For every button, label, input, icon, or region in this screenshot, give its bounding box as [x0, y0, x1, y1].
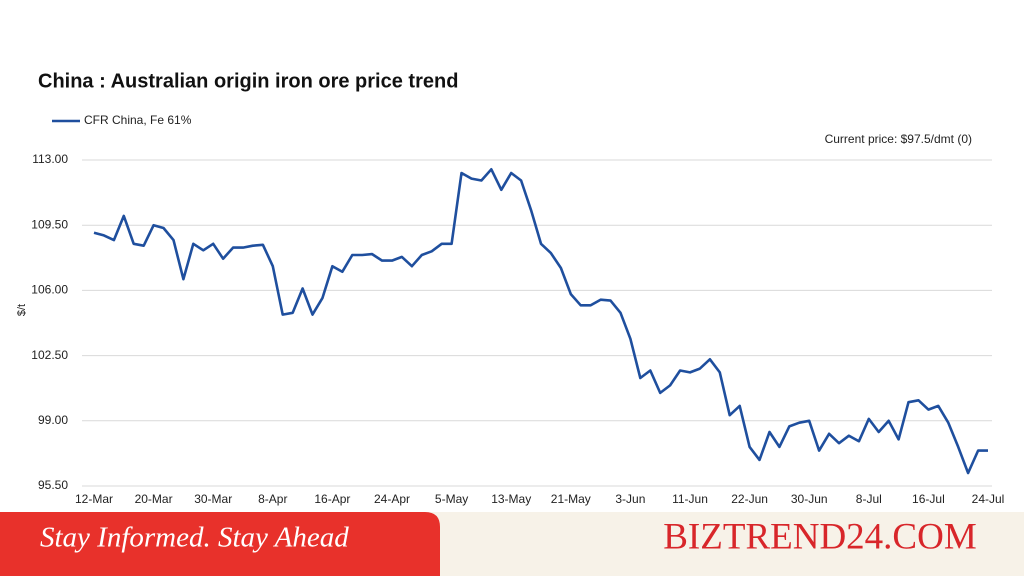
x-tick-label: 3-Jun — [615, 492, 645, 506]
x-tick-label: 24-Apr — [374, 492, 410, 506]
chart-title: China : Australian origin iron ore price… — [38, 70, 458, 92]
y-tick-label: 113.00 — [32, 152, 68, 166]
x-tick-label: 30-Jun — [791, 492, 828, 506]
x-tick-label: 16-Apr — [314, 492, 350, 506]
y-tick-label: 109.50 — [31, 217, 68, 231]
x-tick-label: 21-May — [551, 492, 591, 506]
legend-label: CFR China, Fe 61% — [84, 113, 192, 127]
y-tick-label: 95.50 — [38, 478, 68, 492]
x-tick-label: 11-Jun — [672, 492, 708, 506]
tagline: Stay Informed. Stay Ahead — [40, 522, 349, 554]
x-tick-label: 12-Mar — [75, 492, 113, 506]
x-tick-label: 22-Jun — [731, 492, 768, 506]
brand: BIZTREND24.COM — [663, 516, 976, 557]
series-line — [93, 168, 988, 475]
x-tick-label: 8-Jul — [856, 492, 882, 506]
x-tick-label: 30-Mar — [194, 492, 232, 506]
x-tick-label: 5-May — [435, 492, 468, 506]
banner-red — [0, 512, 440, 576]
y-axis-label: $/t — [16, 304, 28, 316]
x-tick-label: 13-May — [491, 492, 531, 506]
annotation: Current price: $97.5/dmt (0) — [825, 132, 972, 146]
x-tick-label: 20-Mar — [135, 492, 173, 506]
y-tick-label: 102.50 — [31, 348, 68, 362]
y-tick-label: 99.00 — [38, 413, 68, 427]
y-tick-label: 106.00 — [31, 283, 68, 297]
x-tick-label: 8-Apr — [258, 492, 287, 506]
plot: 95.50 99.00 102.50 106.00 109.50 113.00 12-Mar… — [31, 113, 1004, 506]
x-tick-label: 16-Jul — [912, 492, 945, 506]
x-tick-label: 24-Jul — [972, 492, 1005, 506]
